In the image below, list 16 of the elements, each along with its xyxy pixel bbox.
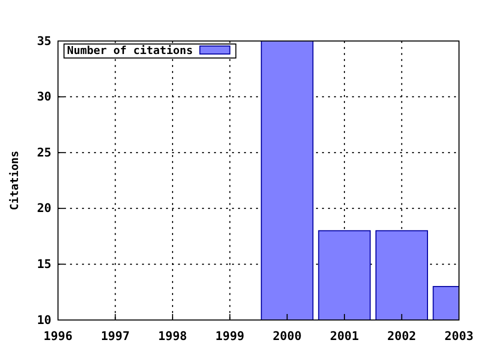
y-tick-label: 30 — [36, 90, 52, 104]
y-tick-label: 20 — [36, 201, 52, 216]
x-tick-label: 1998 — [158, 328, 188, 343]
x-tick-label: 1999 — [215, 328, 244, 343]
y-axis-title: Citations — [8, 150, 21, 210]
x-tick-label: 1997 — [100, 328, 130, 343]
legend-label: Number of citations — [67, 44, 193, 57]
x-tick-label: 2003 — [444, 328, 474, 343]
y-tick-label: 25 — [36, 145, 52, 160]
y-tick-label: 35 — [36, 34, 52, 48]
x-tick-label: 1996 — [44, 328, 72, 343]
x-tick-label: 2002 — [387, 328, 416, 343]
y-tick-label: 10 — [36, 312, 52, 327]
x-tick-label: 2000 — [272, 328, 302, 343]
y-tick-label: 15 — [36, 257, 52, 272]
x-tick-label: 2001 — [330, 328, 359, 343]
